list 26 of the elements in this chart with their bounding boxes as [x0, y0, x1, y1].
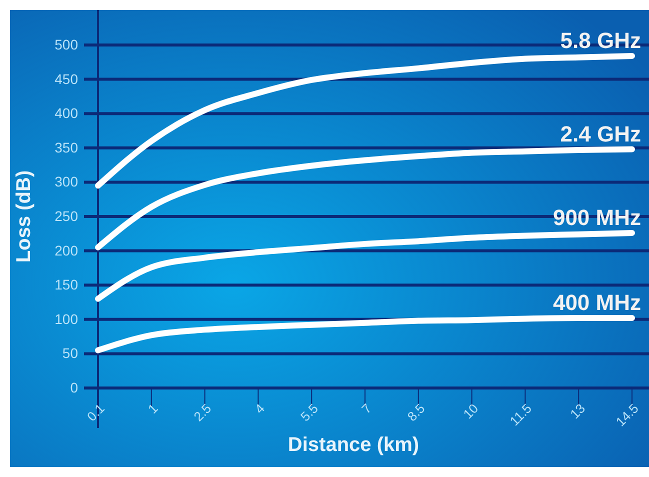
x-tick-label: 4 — [252, 400, 268, 416]
y-tick-label: 50 — [62, 345, 78, 362]
y-tick-label: 500 — [54, 36, 78, 52]
x-tick-label: 2.5 — [190, 400, 214, 424]
y-tick-label: 100 — [54, 310, 78, 327]
y-tick-label: 350 — [54, 139, 78, 156]
x-tick-label: 13 — [567, 400, 588, 422]
y-tick-label: 0 — [70, 379, 78, 396]
series-label: 2.4 GHz — [560, 121, 641, 146]
x-axis-title: Distance (km) — [288, 434, 420, 456]
y-tick-label: 250 — [54, 208, 78, 224]
y-tick-label: 200 — [54, 242, 78, 258]
x-tick-label: 1 — [145, 400, 161, 416]
x-tick-label: 5.5 — [298, 400, 321, 424]
y-axis-title: Loss (dB) — [13, 170, 35, 263]
y-tick-label: 400 — [54, 105, 78, 122]
x-tick-label: 7 — [358, 400, 374, 416]
series-label: 900 MHz — [552, 204, 641, 230]
y-tick-label: 450 — [54, 70, 78, 87]
x-tick-label: 8.5 — [404, 400, 428, 424]
y-tick-label: 150 — [54, 276, 78, 293]
series-label: 5.8 GHz — [560, 28, 641, 53]
y-tick-label: 300 — [54, 174, 78, 190]
x-tick-label: 10 — [460, 400, 482, 422]
x-tick-label: 0.1 — [84, 400, 108, 424]
series-label: 400 MHz — [552, 290, 641, 316]
